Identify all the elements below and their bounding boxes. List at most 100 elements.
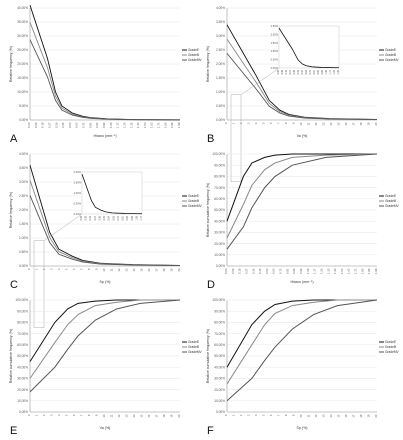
x-tick-label: 1.44 [333, 268, 337, 274]
inset-source-box [33, 240, 45, 328]
y-tick-label: 20.00% [17, 62, 28, 66]
legend-entry: GradeE [188, 48, 199, 52]
x-tick-label: 18 [162, 414, 166, 418]
x-tick-label: 0 [27, 268, 31, 270]
y-tick-label: 50.00% [214, 208, 225, 212]
series-line-grademv [29, 195, 181, 267]
legend-entry: GradeE [385, 340, 396, 344]
x-tick-label: 0 [224, 122, 228, 124]
x-tick-label: 14 [132, 414, 136, 418]
legend-entry: GradeE [188, 340, 199, 344]
x-tick-label: 4 [254, 122, 258, 124]
x-tick-label: 12 [314, 122, 318, 126]
y-tick-label: 2.00% [216, 62, 225, 66]
x-tick-label: 1.35 [326, 268, 330, 274]
y-tick-label: 100.00% [15, 298, 28, 302]
x-tick-label: 0.09 [231, 268, 235, 274]
x-tick-label: 13 [125, 268, 129, 272]
y-tick-label: 1.00% [216, 90, 225, 94]
x-tick-label: 14 [329, 122, 333, 126]
inset-x-tick-label: 0.90 [317, 69, 320, 74]
y-tick-label: 5.00% [19, 104, 28, 108]
x-tick-label: 4 [254, 414, 258, 416]
x-tick-label: 1.08 [109, 122, 113, 128]
y-tick-label: 0.00% [216, 264, 225, 268]
x-tick-label: 1.80 [163, 122, 167, 128]
x-tick-label: 4 [57, 414, 61, 416]
y-tick-label: 10.00% [17, 399, 28, 403]
y-tick-label: 20.00% [17, 388, 28, 392]
y-tick-label: 100.00% [212, 152, 225, 156]
y-tick-label: 10.00% [17, 90, 28, 94]
x-axis-label: Hirano (mm⁻¹) [290, 280, 313, 284]
x-tick-label: 0.90 [292, 268, 296, 274]
y-axis-label: Relative cumulative frequency (%) [9, 329, 13, 384]
x-tick-label: 0.00 [27, 122, 31, 128]
y-axis-label: Relative cumulative frequency (%) [206, 183, 210, 238]
x-tick-label: 0.36 [251, 268, 255, 274]
y-tick-label: 40.00% [214, 219, 225, 223]
x-tick-label: 1.80 [360, 268, 364, 274]
y-tick-label: 70.00% [214, 332, 225, 336]
x-tick-label: 8 [87, 268, 91, 270]
x-tick-label: 17 [155, 414, 159, 418]
x-tick-label: 3 [247, 414, 251, 416]
x-tick-label: 1.53 [340, 268, 344, 274]
x-tick-label: 0.72 [279, 268, 283, 274]
inset-x-tick-label: 0.54 [108, 215, 111, 220]
inset-x-tick-label: 0.45 [103, 215, 106, 220]
y-tick-label: 0.50% [216, 104, 225, 108]
series-line-grademv [226, 299, 378, 402]
x-tick-label: 0.63 [75, 122, 79, 128]
legend-entry: GradeMV [385, 204, 400, 208]
y-tick-label: 10.00% [214, 253, 225, 257]
x-tick-label: 9 [95, 268, 99, 270]
x-tick-label: 15 [337, 122, 341, 126]
x-tick-label: 0.99 [299, 268, 303, 274]
x-tick-label: 0.81 [88, 122, 92, 128]
series-line-gradee [29, 5, 181, 121]
y-axis-label: Relative frequency (%) [9, 46, 13, 82]
x-tick-label: 0.45 [258, 268, 262, 274]
x-tick-label: 7 [277, 122, 281, 124]
legend-entry: GradeB [385, 345, 396, 349]
panel-letter: F [207, 425, 214, 437]
x-tick-label: 1 [232, 414, 236, 416]
x-tick-label: 18 [359, 122, 363, 126]
x-tick-label: 1.98 [177, 122, 181, 128]
inset-x-tick-label: 0.99 [321, 69, 324, 74]
x-axis-label: Sp (%) [100, 280, 111, 284]
panel-letter: B [207, 133, 214, 145]
y-tick-label: 0.00% [216, 118, 225, 122]
inset-connector [43, 213, 83, 241]
x-tick-label: 13 [322, 414, 326, 418]
x-tick-label: 1.35 [129, 122, 133, 128]
y-tick-label: 0.00% [19, 118, 28, 122]
inset-x-tick-label: 0.09 [281, 69, 284, 74]
x-tick-label: 5 [65, 268, 69, 270]
x-tick-label: 8 [284, 122, 288, 124]
y-tick-label: 30.00% [17, 34, 28, 38]
inset-x-tick-label: 1.35 [337, 69, 340, 74]
y-axis-label: Relative frequency (%) [9, 192, 13, 228]
legend-entry: GradeMV [385, 58, 400, 62]
chart-panel-f: 0.00% 10.00% 20.00% 30.00% 40.00% 50.00% 60.00… [206, 298, 400, 437]
x-tick-label: 14 [329, 414, 333, 418]
inset-x-tick-label: 1.17 [329, 69, 332, 74]
x-axis-label: Sp (%) [297, 426, 308, 430]
x-tick-label: 6 [269, 122, 273, 124]
x-tick-label: 1.71 [354, 268, 358, 274]
inset-series-line [278, 27, 340, 69]
x-tick-label: 5 [262, 122, 266, 124]
inset-x-tick-label: 0.09 [85, 215, 88, 220]
x-tick-label: 1 [232, 122, 236, 124]
x-tick-label: 16 [147, 268, 151, 272]
y-tick-label: 0.50% [19, 250, 28, 254]
series-line-grademv [226, 153, 378, 250]
inset-y-tick-label: 1.00% [271, 49, 279, 53]
y-tick-label: 20.00% [214, 388, 225, 392]
legend-entry: GradeMV [188, 204, 203, 208]
x-tick-label: 17 [352, 122, 356, 126]
x-tick-label: 6 [72, 414, 76, 416]
inset-x-tick-label: 0.99 [131, 215, 134, 220]
